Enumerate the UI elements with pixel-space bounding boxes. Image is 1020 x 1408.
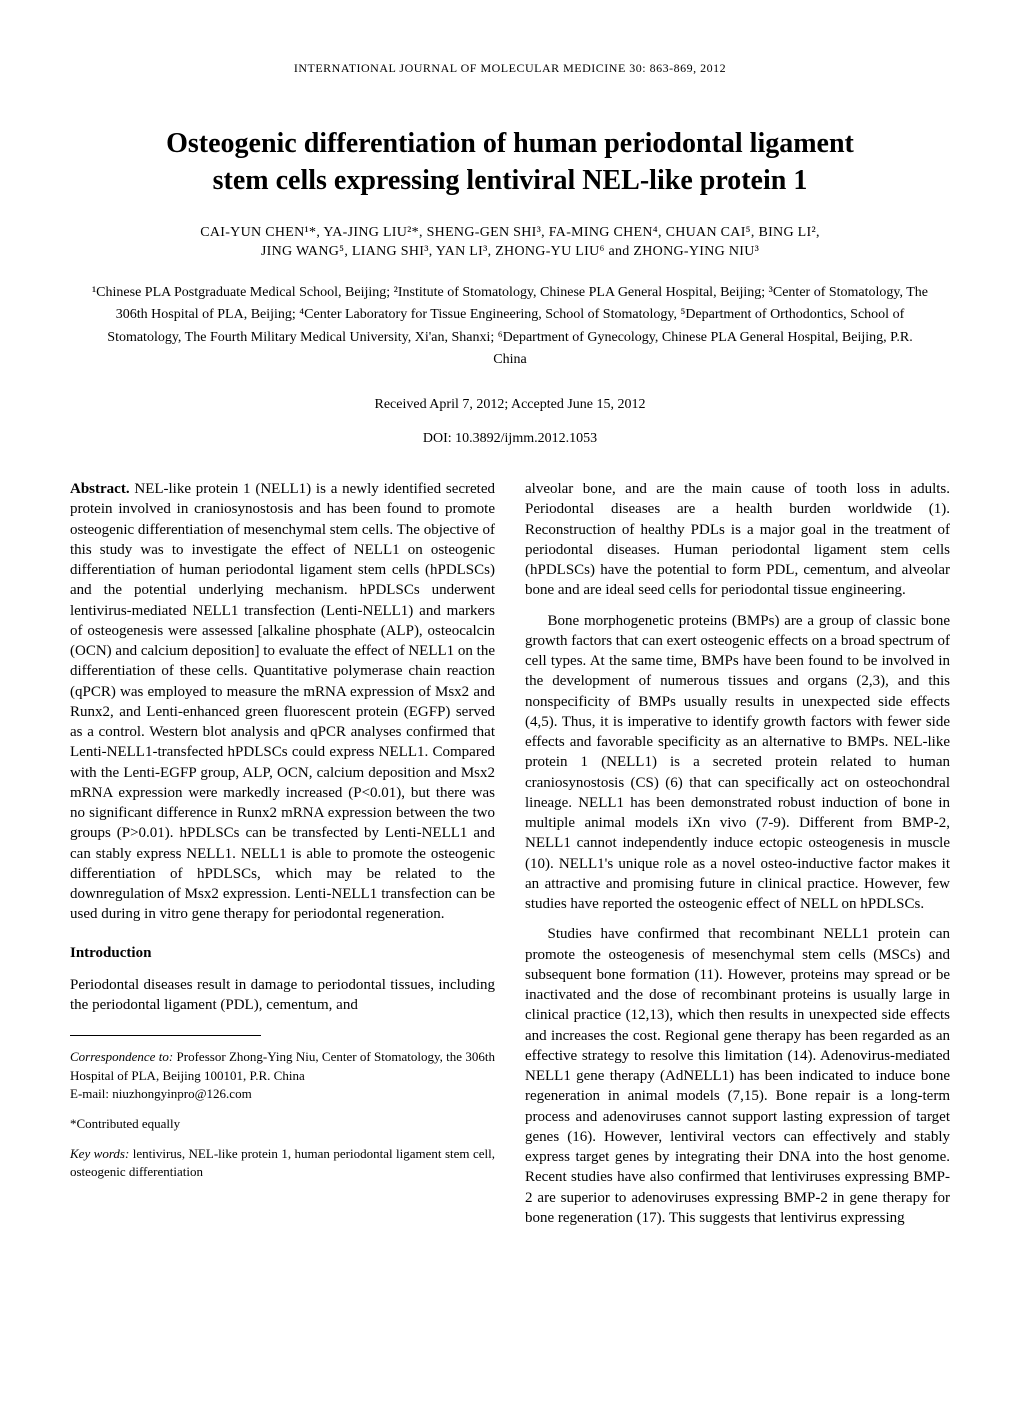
title-line-1: Osteogenic differentiation of human peri… bbox=[166, 128, 854, 159]
authors-block: CAI-YUN CHEN¹*, YA-JING LIU²*, SHENG-GEN… bbox=[70, 224, 950, 262]
body-paragraph-3: Studies have confirmed that recombinant … bbox=[525, 924, 950, 1228]
contributed-equally: *Contributed equally bbox=[70, 1115, 495, 1133]
authors-line-2: JING WANG⁵, LIANG SHI³, YAN LI³, ZHONG-Y… bbox=[70, 243, 950, 262]
keywords-label: Key words: bbox=[70, 1146, 129, 1161]
email-value: niuzhongyinpro@126.com bbox=[112, 1086, 251, 1101]
doi: DOI: 10.3892/ijmm.2012.1053 bbox=[70, 430, 950, 449]
article-title: Osteogenic differentiation of human peri… bbox=[70, 126, 950, 199]
footer-rule bbox=[70, 1035, 261, 1036]
intro-paragraph-1: Periodontal diseases result in damage to… bbox=[70, 975, 495, 1016]
title-line-2: stem cells expressing lentiviral NEL-lik… bbox=[213, 165, 808, 196]
received-accepted: Received April 7, 2012; Accepted June 15… bbox=[70, 396, 950, 415]
body-paragraph-continuation: alveolar bone, and are the main cause of… bbox=[525, 479, 950, 601]
keywords-text: lentivirus, NEL-like protein 1, human pe… bbox=[70, 1146, 495, 1179]
abstract-paragraph: Abstract. NEL-like protein 1 (NELL1) is … bbox=[70, 479, 495, 925]
body-paragraph-2: Bone morphogenetic proteins (BMPs) are a… bbox=[525, 611, 950, 915]
introduction-heading: Introduction bbox=[70, 943, 495, 963]
abstract-text: NEL-like protein 1 (NELL1) is a newly id… bbox=[70, 481, 495, 922]
affiliations: ¹Chinese PLA Postgraduate Medical School… bbox=[70, 282, 950, 372]
authors-line-1: CAI-YUN CHEN¹*, YA-JING LIU²*, SHENG-GEN… bbox=[70, 224, 950, 243]
body-columns: Abstract. NEL-like protein 1 (NELL1) is … bbox=[70, 479, 950, 1228]
email-label: E-mail: bbox=[70, 1086, 112, 1101]
abstract-label: Abstract. bbox=[70, 481, 130, 497]
correspondence-label: Correspondence to: bbox=[70, 1049, 173, 1064]
correspondence-block: Correspondence to: Professor Zhong-Ying … bbox=[70, 1048, 495, 1181]
journal-header: INTERNATIONAL JOURNAL OF MOLECULAR MEDIC… bbox=[70, 60, 950, 76]
footer-section: Correspondence to: Professor Zhong-Ying … bbox=[70, 1035, 495, 1181]
